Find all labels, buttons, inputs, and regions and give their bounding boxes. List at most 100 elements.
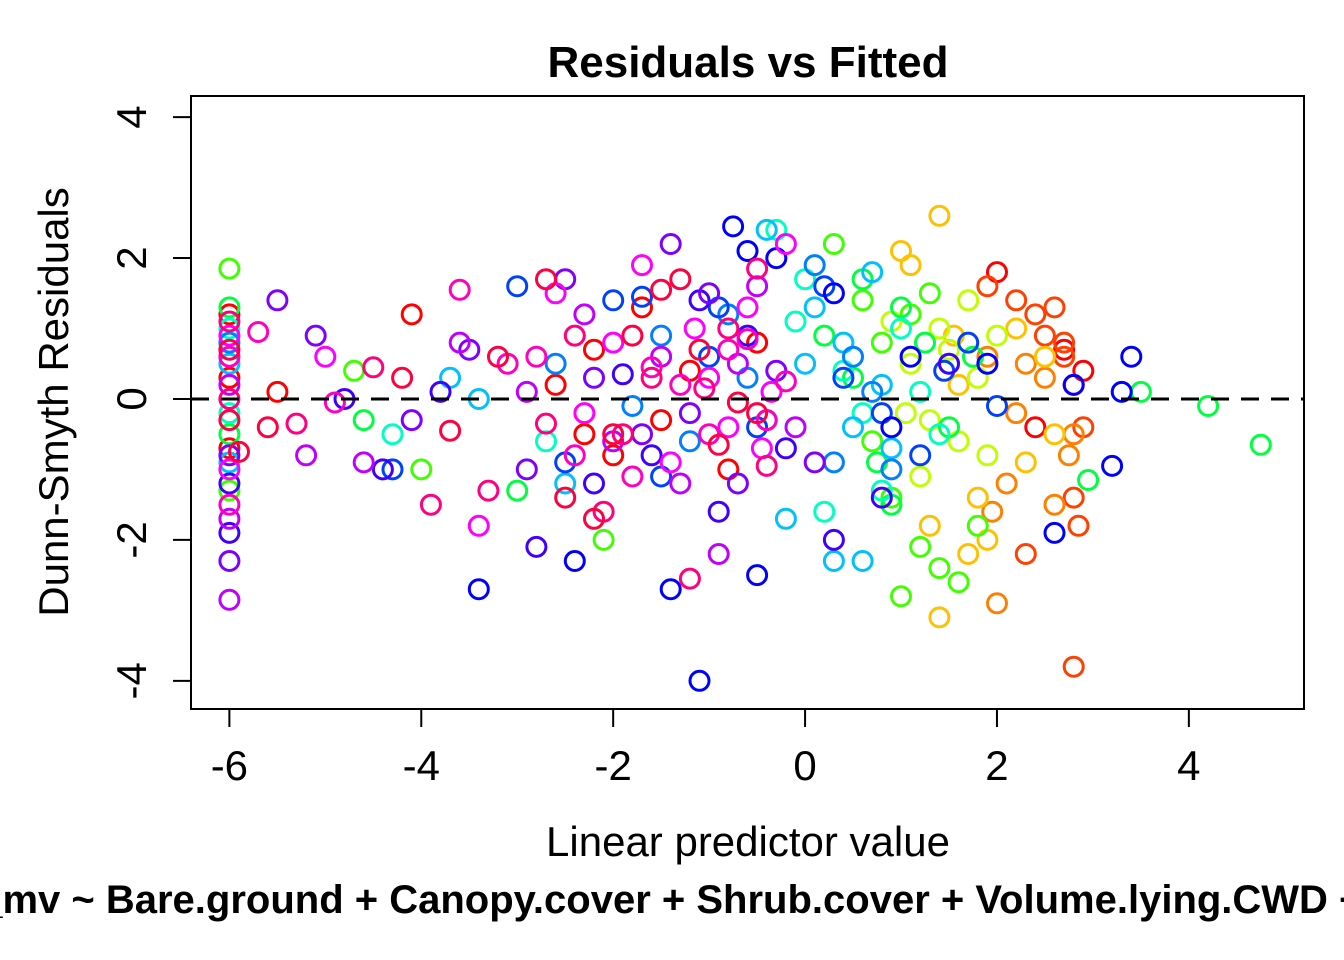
data-point-sp15-2: [218, 507, 241, 530]
data-point-sp12-13: [1120, 345, 1143, 368]
data-point-sp15-3: [295, 444, 318, 467]
data-point-sp19-1: [218, 338, 241, 361]
data-point-sp18-3: [362, 356, 385, 379]
data-point-sp16-0: [218, 324, 241, 347]
data-point-sp2-10: [1053, 331, 1076, 354]
data-point-sp3-4: [981, 500, 1004, 523]
data-point-sp9-5: [755, 218, 778, 241]
data-point-sp9-14: [803, 296, 826, 319]
data-point-sp9-10: [880, 437, 903, 460]
data-point-sp10-8: [842, 345, 864, 368]
data-point-sp9-0: [218, 352, 241, 375]
data-point-sp16-3: [467, 514, 490, 537]
data-point-sp2-3: [1043, 296, 1066, 319]
data-point-sp19-4: [391, 366, 414, 389]
data-point-sp3-8: [976, 345, 999, 368]
data-point-sp6-0: [218, 257, 241, 280]
data-point-sp6-8: [890, 585, 912, 608]
data-point-sp16-12: [760, 380, 783, 403]
data-point-sp1-7: [583, 338, 605, 361]
data-point-sp18-4: [419, 493, 442, 516]
data-point-sp18-10: [717, 317, 740, 340]
data-point-sp9-15: [842, 416, 864, 439]
data-point-sp7-16: [1077, 469, 1100, 491]
data-point-sp5-3: [938, 338, 960, 361]
data-point-sp3-3: [1057, 444, 1080, 467]
data-point-sp6-10: [928, 557, 951, 580]
data-point-sp3-7: [1033, 366, 1056, 389]
data-point-sp18-13: [611, 423, 634, 446]
data-point-sp19-0: [218, 409, 241, 432]
data-point-sp17-9: [717, 338, 740, 361]
data-point-sp14-13: [803, 451, 826, 474]
data-point-sp16-7: [698, 366, 721, 389]
data-point-sp19-5: [439, 419, 462, 442]
data-point-sp16-9: [774, 233, 797, 255]
data-point-sp14-7: [583, 366, 605, 389]
data-point-sp6-9: [909, 535, 932, 558]
data-point-sp19-7: [535, 268, 557, 291]
data-point-sp12-0: [467, 578, 490, 601]
data-point-sp14-9: [659, 233, 682, 255]
y-axis: -4 -2 0 2 4: [108, 105, 192, 699]
data-point-sp4-6: [1043, 423, 1066, 446]
data-point-sp15-12: [669, 472, 692, 495]
data-point-sp18-9: [678, 567, 701, 590]
data-point-sp1-6: [573, 423, 596, 446]
data-point-sp7-2: [352, 409, 375, 432]
data-point-sp17-13: [736, 328, 759, 351]
data-point-sp19-3: [256, 416, 279, 439]
data-point-sp4-4: [1005, 317, 1028, 340]
data-point-sp15-5: [448, 331, 471, 354]
x-tick-label-1: -4: [403, 742, 440, 789]
data-point-sp2-6: [1062, 486, 1085, 509]
data-point-sp8-1: [218, 402, 241, 425]
data-point-sp8-8: [909, 380, 932, 403]
data-point-sp6-13: [861, 430, 884, 453]
data-point-sp9-6: [794, 352, 817, 375]
data-point-sp10-1: [544, 352, 567, 375]
data-point-sp13-3: [371, 458, 394, 481]
data-point-sp13-1: [218, 472, 241, 495]
data-point-sp3-5: [1005, 402, 1028, 425]
data-point-sp1-3: [266, 380, 289, 403]
data-point-sp13-12: [870, 486, 893, 509]
data-point-sp19-9: [621, 324, 644, 347]
data-point-sp2-5: [1062, 655, 1085, 678]
data-point-sp8-7: [870, 479, 893, 502]
data-point-sp16-6: [659, 451, 682, 474]
x-axis-title: Linear predictor value: [546, 818, 950, 865]
data-point-sp16-2: [314, 345, 337, 368]
data-point-sp4-2: [957, 543, 980, 565]
data-point-sp4-5: [1033, 345, 1056, 368]
data-point-sp7-13: [1197, 395, 1220, 417]
data-point-sp11-0: [381, 458, 404, 481]
data-point-sp12-9: [880, 416, 903, 439]
data-point-sp7-14: [1249, 433, 1272, 456]
data-point-sp12-12: [1110, 380, 1133, 403]
data-point-sp15-9: [707, 543, 730, 565]
data-point-sp19-12: [746, 402, 769, 425]
data-point-sp15-6: [515, 380, 538, 403]
data-point-sp18-15: [746, 257, 769, 280]
data-point-sp3-2: [1043, 493, 1066, 516]
data-point-sp8-12: [928, 423, 951, 446]
x-tick-label-5: 4: [1177, 742, 1200, 789]
data-point-sp10-12: [861, 380, 884, 403]
data-point-sp14-15: [678, 402, 701, 425]
data-point-sp8-9: [890, 317, 912, 340]
data-point-sp6-1: [218, 479, 241, 502]
data-point-sp16-8: [736, 296, 759, 319]
data-point-sp12-16: [899, 345, 922, 368]
data-point-sp11-1: [506, 275, 529, 298]
data-point-sp18-8: [640, 366, 663, 389]
data-point-sp6-7: [870, 331, 893, 354]
data-point-sp17-11: [640, 356, 663, 379]
data-point-sp7-1: [218, 423, 241, 446]
data-point-sp16-10: [631, 254, 653, 277]
data-point-sp7-7: [890, 296, 912, 319]
data-point-sp10-3: [650, 324, 673, 347]
data-point-sp4-7: [947, 373, 970, 396]
chart-title: Residuals vs Fitted: [547, 38, 948, 87]
data-point-sp1-15: [1024, 416, 1047, 439]
